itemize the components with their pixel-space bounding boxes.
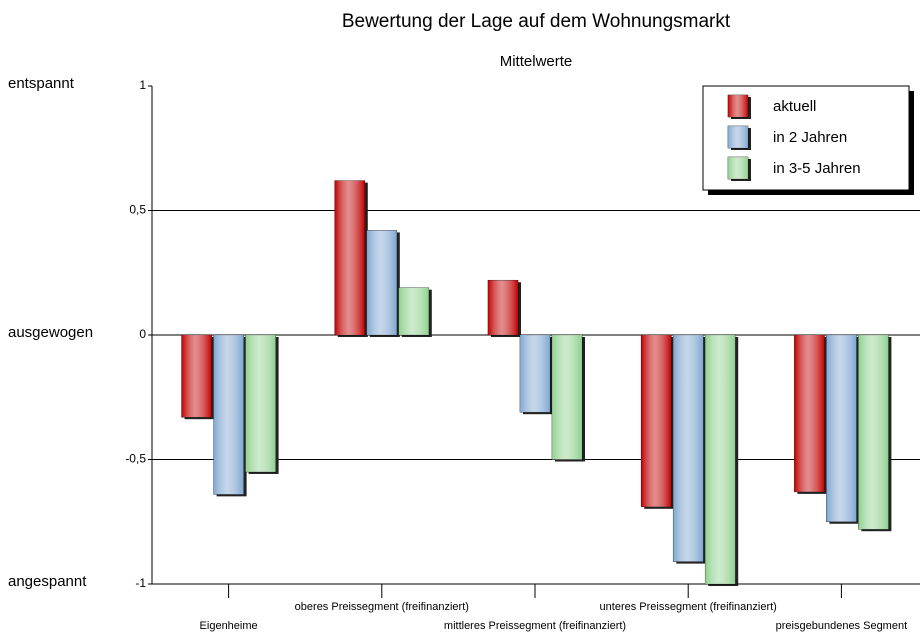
y-tick-label: 0,5: [129, 203, 146, 217]
legend-swatch-shine: [728, 157, 748, 179]
bar-shine: [826, 335, 857, 522]
legend-label: in 3-5 Jahren: [773, 160, 861, 177]
y-annotation: angespannt: [8, 573, 87, 590]
bar-shine: [858, 335, 889, 530]
legend-label: aktuell: [773, 98, 816, 115]
legend-swatch-shine: [728, 95, 748, 117]
bar-shine: [245, 335, 276, 472]
chart-title: Bewertung der Lage auf dem Wohnungsmarkt: [342, 11, 731, 32]
legend-label: in 2 Jahren: [773, 129, 847, 146]
y-tick-label: 1: [139, 78, 146, 92]
bar-shine: [488, 280, 518, 335]
x-tick-label: oberes Preissegment (freifinanziert): [295, 601, 469, 613]
bar-shine: [213, 335, 244, 495]
y-tick-label: -0,5: [125, 452, 146, 466]
bar-shine: [673, 335, 704, 562]
y-annotation: ausgewogen: [8, 324, 93, 341]
bar-shine: [398, 287, 429, 335]
y-tick-label: 0: [139, 327, 146, 341]
chart-subtitle: Mittelwerte: [500, 53, 573, 70]
bar-shine: [366, 230, 397, 335]
x-tick-label: preisgebundenes Segment: [776, 620, 907, 632]
y-annotation: entspannt: [8, 75, 75, 92]
x-tick-label: unteres Preissegment (freifinanziert): [600, 601, 777, 613]
bar-shine: [794, 335, 825, 492]
bar-shine: [641, 335, 672, 507]
bar-shine: [705, 335, 736, 584]
bar-shine: [552, 335, 582, 460]
x-tick-label: mittleres Preissegment (freifinanziert): [444, 620, 626, 632]
y-tick-label: -1: [135, 576, 146, 590]
bar-shine: [334, 180, 365, 335]
legend-swatch-shine: [728, 126, 748, 148]
bar-shine: [520, 335, 550, 413]
x-tick-label: Eigenheime: [200, 620, 258, 632]
bar-shine: [181, 335, 212, 418]
